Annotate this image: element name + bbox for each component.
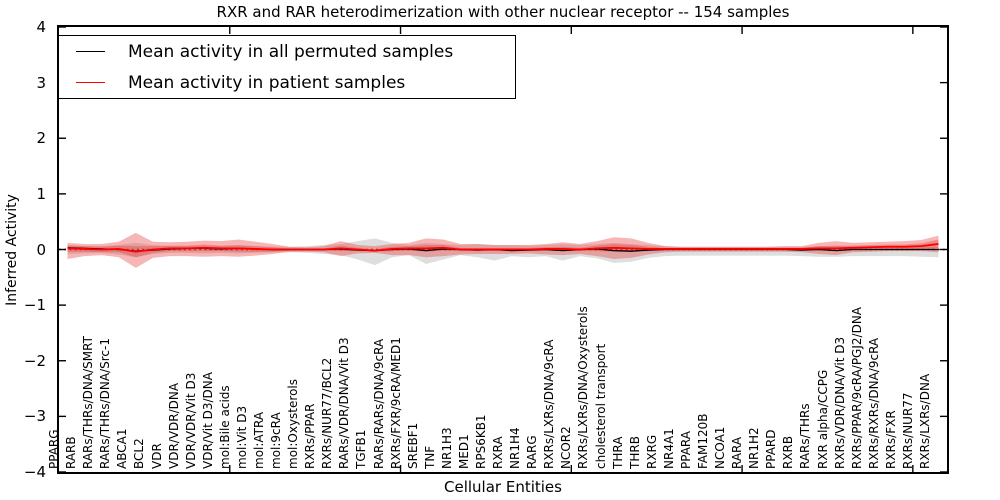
- x-tick-label: RPS6KB1: [473, 414, 488, 469]
- x-tick-label: ABCA1: [115, 428, 130, 469]
- x-tick-label: VDR/VDR/DNA: [166, 382, 181, 469]
- y-tick-label: −2: [23, 351, 46, 370]
- y-tick-label: −1: [23, 296, 46, 315]
- x-tick-label: PPARA: [678, 431, 693, 469]
- x-tick-label: RARG: [525, 435, 540, 469]
- legend-line-patient: [76, 82, 105, 83]
- x-tick-label: mol:ATRA: [251, 411, 266, 469]
- y-tick-label: −3: [23, 407, 46, 426]
- x-tick-label: NR1H3: [439, 427, 454, 469]
- x-tick-label: RXRB: [781, 435, 796, 469]
- x-tick-label: FAM120B: [695, 413, 710, 470]
- patient-mean-line: [67, 243, 939, 253]
- plot-area: [57, 25, 949, 474]
- x-tick-label: RARs/THRs/DNA/SMRT: [81, 336, 96, 469]
- y-tick-label: −4: [23, 463, 46, 481]
- x-tick-label: RARB: [64, 436, 79, 469]
- x-tick-label: RARs/THRs/DNA/Src-1: [98, 338, 113, 469]
- x-tick-label: RXRG: [644, 434, 659, 469]
- x-tick-label: VDR/Vit D3/DNA: [200, 372, 215, 469]
- legend-label-patient: Mean activity in patient samples: [128, 72, 406, 93]
- chart-title: RXR and RAR heterodimerization with othe…: [216, 3, 790, 21]
- x-tick-label: RXRs/LXRs/DNA/9cRA: [542, 339, 557, 470]
- legend-item-patient: Mean activity in patient samples: [59, 68, 515, 98]
- legend-item-permuted: Mean activity in all permuted samples: [59, 37, 515, 67]
- y-tick-label: 1: [36, 184, 46, 203]
- x-tick-label: THRB: [627, 436, 642, 469]
- x-tick-label: NR1H4: [508, 427, 523, 469]
- x-tick-label: RXRs/NUR77/BCL2: [320, 357, 335, 469]
- x-tick-label: NCOA1: [713, 426, 728, 469]
- x-tick-label: THRA: [610, 436, 625, 469]
- y-tick-label: 4: [36, 18, 46, 36]
- x-tick-label: mol:9cRA: [269, 412, 284, 469]
- x-tick-label: cholesterol transport: [593, 343, 608, 469]
- y-tick-label: 2: [36, 129, 46, 148]
- x-tick-label: mol:Vit D3: [234, 405, 249, 469]
- legend: Mean activity in all permuted samples Me…: [58, 35, 516, 99]
- x-tick-label: RXR alpha/CCPG: [815, 369, 830, 469]
- x-tick-label: RARs/THRs: [798, 403, 813, 469]
- x-tick-label: mol:Oxysterols: [286, 379, 301, 469]
- x-tick-label: RXRs/LXRs/DNA: [917, 373, 932, 469]
- x-tick-label: TGFB1: [354, 429, 369, 469]
- x-tick-label: RXRs/PPAR/9cRA/PGJ2/DNA: [849, 307, 864, 469]
- activity-plot: [59, 27, 947, 472]
- x-tick-label: mol:Bile acids: [217, 385, 232, 469]
- legend-line-permuted: [76, 51, 105, 52]
- x-tick-label: NR1H2: [747, 427, 762, 469]
- y-tick-label: 3: [36, 73, 46, 92]
- x-axis-label: Cellular Entities: [444, 478, 562, 496]
- permuted-samples-std-band: [67, 238, 939, 266]
- x-tick-label: RXRs/VDR/DNA/Vit D3: [832, 336, 847, 469]
- x-tick-label: RXRs/FXR/9cRA/MED1: [388, 337, 403, 469]
- x-tick-label: RARs/VDR/DNA/Vit D3: [337, 337, 352, 469]
- x-tick-label: VDR/VDR/Vit D3: [183, 372, 198, 469]
- y-tick-label: 0: [36, 240, 46, 259]
- x-tick-label: RARs/RARs/DNA/9cRA: [371, 338, 386, 469]
- x-tick-label: RXRs/RXRs/DNA/9cRA: [866, 337, 881, 469]
- x-tick-label: TNF: [422, 445, 437, 469]
- x-tick-label: VDR: [149, 443, 164, 469]
- x-tick-label: NCOR2: [559, 426, 574, 469]
- x-tick-label: PPARG: [47, 429, 62, 469]
- x-tick-label: SREBF1: [405, 422, 420, 469]
- x-tick-label: RARA: [730, 436, 745, 469]
- x-tick-label: RXRs/LXRs/DNA/Oxysterols: [576, 306, 591, 469]
- x-tick-label: PPARD: [764, 429, 779, 470]
- legend-label-permuted: Mean activity in all permuted samples: [128, 41, 454, 62]
- patient-samples-inner-band: [67, 239, 939, 258]
- x-tick-label: RXRs/FXR: [883, 410, 898, 469]
- x-tick-label: RXRs/NUR77: [900, 392, 915, 469]
- x-tick-label: RXRA: [491, 436, 506, 469]
- x-tick-label: MED1: [456, 434, 471, 469]
- x-tick-label: RXRs/PPAR: [303, 403, 318, 469]
- x-tick-label: NR4A1: [661, 428, 676, 469]
- x-tick-label: BCL2: [132, 438, 147, 469]
